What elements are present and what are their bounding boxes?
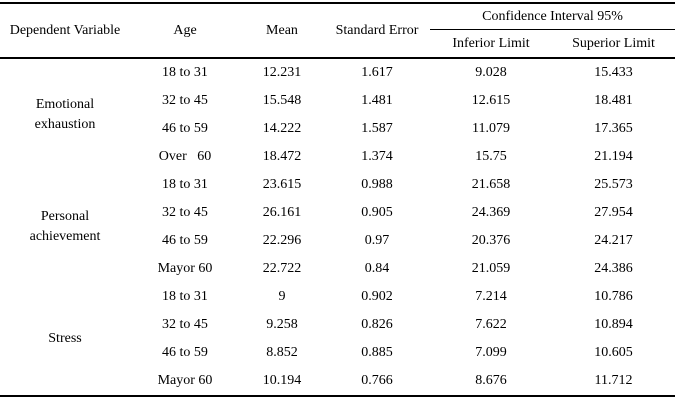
mean-cell: 10.194 (262, 373, 302, 388)
age-cell: 32 to 45 (162, 93, 208, 108)
table-row: 46 to 59 22.296 0.97 20.376 24.217 (0, 227, 675, 255)
standard-error-cell: 0.905 (361, 205, 393, 220)
mean-cell: 26.161 (262, 205, 302, 220)
header-confidence-interval: Confidence Interval 95% (430, 3, 675, 30)
inferior-limit-cell: 7.099 (475, 345, 507, 360)
age-cell: Mayor 60 (157, 373, 213, 388)
standard-error-cell: 1.374 (361, 149, 393, 164)
inferior-limit-cell: 12.615 (471, 93, 511, 108)
standard-error-cell: 1.481 (361, 93, 393, 108)
header-standard-error: Standard Error (335, 22, 419, 38)
statistics-table: Dependent Variable Age Mean Standard Err… (0, 2, 675, 397)
table-row: 46 to 59 8.852 0.885 7.099 10.605 (0, 339, 675, 367)
age-cell: 46 to 59 (162, 121, 208, 136)
header-row-sub: Inferior Limit Superior Limit (0, 30, 675, 59)
table-row: Stress 18 to 31 9 0.902 7.214 10.786 (0, 283, 675, 346)
dependent-variable-label: Personal achievement (29, 209, 101, 244)
inferior-limit-cell: 24.369 (471, 205, 511, 220)
dependent-variable-cell: Emotional exhaustion (0, 58, 130, 171)
inferior-limit-cell: 15.75 (475, 149, 507, 164)
mean-cell: 14.222 (262, 121, 302, 136)
age-cell: 46 to 59 (162, 233, 208, 248)
table-row: Over 60 18.472 1.374 15.75 21.194 (0, 143, 675, 171)
superior-limit-cell: 21.194 (594, 149, 633, 164)
standard-error-cell: 0.826 (361, 317, 393, 332)
age-cell: 18 to 31 (162, 289, 208, 304)
inferior-limit-cell: 21.658 (471, 177, 511, 192)
mean-cell: 18.472 (262, 149, 302, 164)
age-cell: 46 to 59 (162, 345, 208, 360)
inferior-limit-cell: 8.676 (475, 373, 507, 388)
dependent-variable-label: Emotional exhaustion (34, 97, 96, 132)
standard-error-cell: 0.97 (364, 233, 390, 248)
inferior-limit-cell: 11.079 (472, 121, 510, 136)
standard-error-cell: 1.587 (361, 121, 393, 136)
table-row: Emotional exhaustion 18 to 31 12.231 1.617 9… (0, 58, 675, 132)
mean-cell: 22.722 (262, 261, 302, 276)
table-row: 32 to 45 9.258 0.826 7.622 10.894 (0, 311, 675, 339)
header-row-main: Dependent Variable Age Mean Standard Err… (0, 3, 675, 38)
mean-cell: 9 (278, 289, 286, 304)
standard-error-cell: 0.766 (361, 373, 393, 388)
inferior-limit-cell: 21.059 (471, 261, 511, 276)
table-body: Emotional exhaustion 18 to 31 12.231 1.617 9… (0, 58, 675, 396)
superior-limit-cell: 10.894 (594, 317, 633, 332)
standard-error-cell: 0.988 (361, 177, 393, 192)
inferior-limit-cell: 9.028 (475, 65, 507, 80)
header-superior-limit: Superior Limit (572, 35, 655, 51)
age-cell: 18 to 31 (162, 65, 208, 80)
mean-cell: 15.548 (262, 93, 302, 108)
age-cell: 32 to 45 (162, 205, 208, 220)
table-header: Dependent Variable Age Mean Standard Err… (0, 3, 675, 58)
table-row: Personal achievement 18 to 31 23.615 0.988 2… (0, 171, 675, 244)
superior-limit-cell: 24.217 (594, 233, 633, 248)
age-cell: 32 to 45 (162, 317, 208, 332)
mean-cell: 9.258 (266, 317, 298, 332)
table-row: 46 to 59 14.222 1.587 11.079 17.365 (0, 115, 675, 143)
superior-limit-cell: 18.481 (594, 93, 633, 108)
mean-cell: 8.852 (266, 345, 298, 360)
standard-error-cell: 0.84 (364, 261, 390, 276)
standard-error-cell: 1.617 (361, 65, 393, 80)
superior-limit-cell: 24.386 (594, 261, 633, 276)
superior-limit-cell: 10.605 (594, 345, 633, 360)
standard-error-cell: 0.885 (361, 345, 393, 360)
superior-limit-cell: 17.365 (594, 121, 633, 136)
table-row: 32 to 45 26.161 0.905 24.369 27.954 (0, 199, 675, 227)
superior-limit-cell: 10.786 (594, 289, 633, 304)
mean-cell: 12.231 (262, 65, 302, 80)
inferior-limit-cell: 7.622 (475, 317, 507, 332)
standard-error-cell: 0.902 (361, 289, 393, 304)
mean-cell: 23.615 (262, 177, 302, 192)
inferior-limit-cell: 20.376 (471, 233, 511, 248)
header-age: Age (173, 22, 197, 38)
inferior-limit-cell: 7.214 (475, 289, 507, 304)
superior-limit-cell: 11.712 (594, 373, 633, 388)
table-row: 32 to 45 15.548 1.481 12.615 18.481 (0, 87, 675, 115)
table-row: Mayor 60 10.194 0.766 8.676 11.712 (0, 367, 675, 396)
mean-cell: 22.296 (262, 233, 302, 248)
table-row: Mayor 60 22.722 0.84 21.059 24.386 (0, 255, 675, 283)
header-dependent-variable: Dependent Variable (9, 22, 121, 38)
superior-limit-cell: 15.433 (594, 65, 633, 80)
header-mean: Mean (266, 22, 298, 38)
dependent-variable-cell: Personal achievement (0, 171, 130, 283)
superior-limit-cell: 27.954 (594, 205, 633, 220)
dependent-variable-cell: Stress (0, 283, 130, 396)
age-cell: 18 to 31 (162, 177, 208, 192)
header-inferior-limit: Inferior Limit (452, 35, 530, 51)
age-cell: Over 60 (158, 149, 212, 164)
age-cell: Mayor 60 (157, 261, 213, 276)
dependent-variable-label: Stress (48, 331, 82, 347)
superior-limit-cell: 25.573 (594, 177, 633, 192)
